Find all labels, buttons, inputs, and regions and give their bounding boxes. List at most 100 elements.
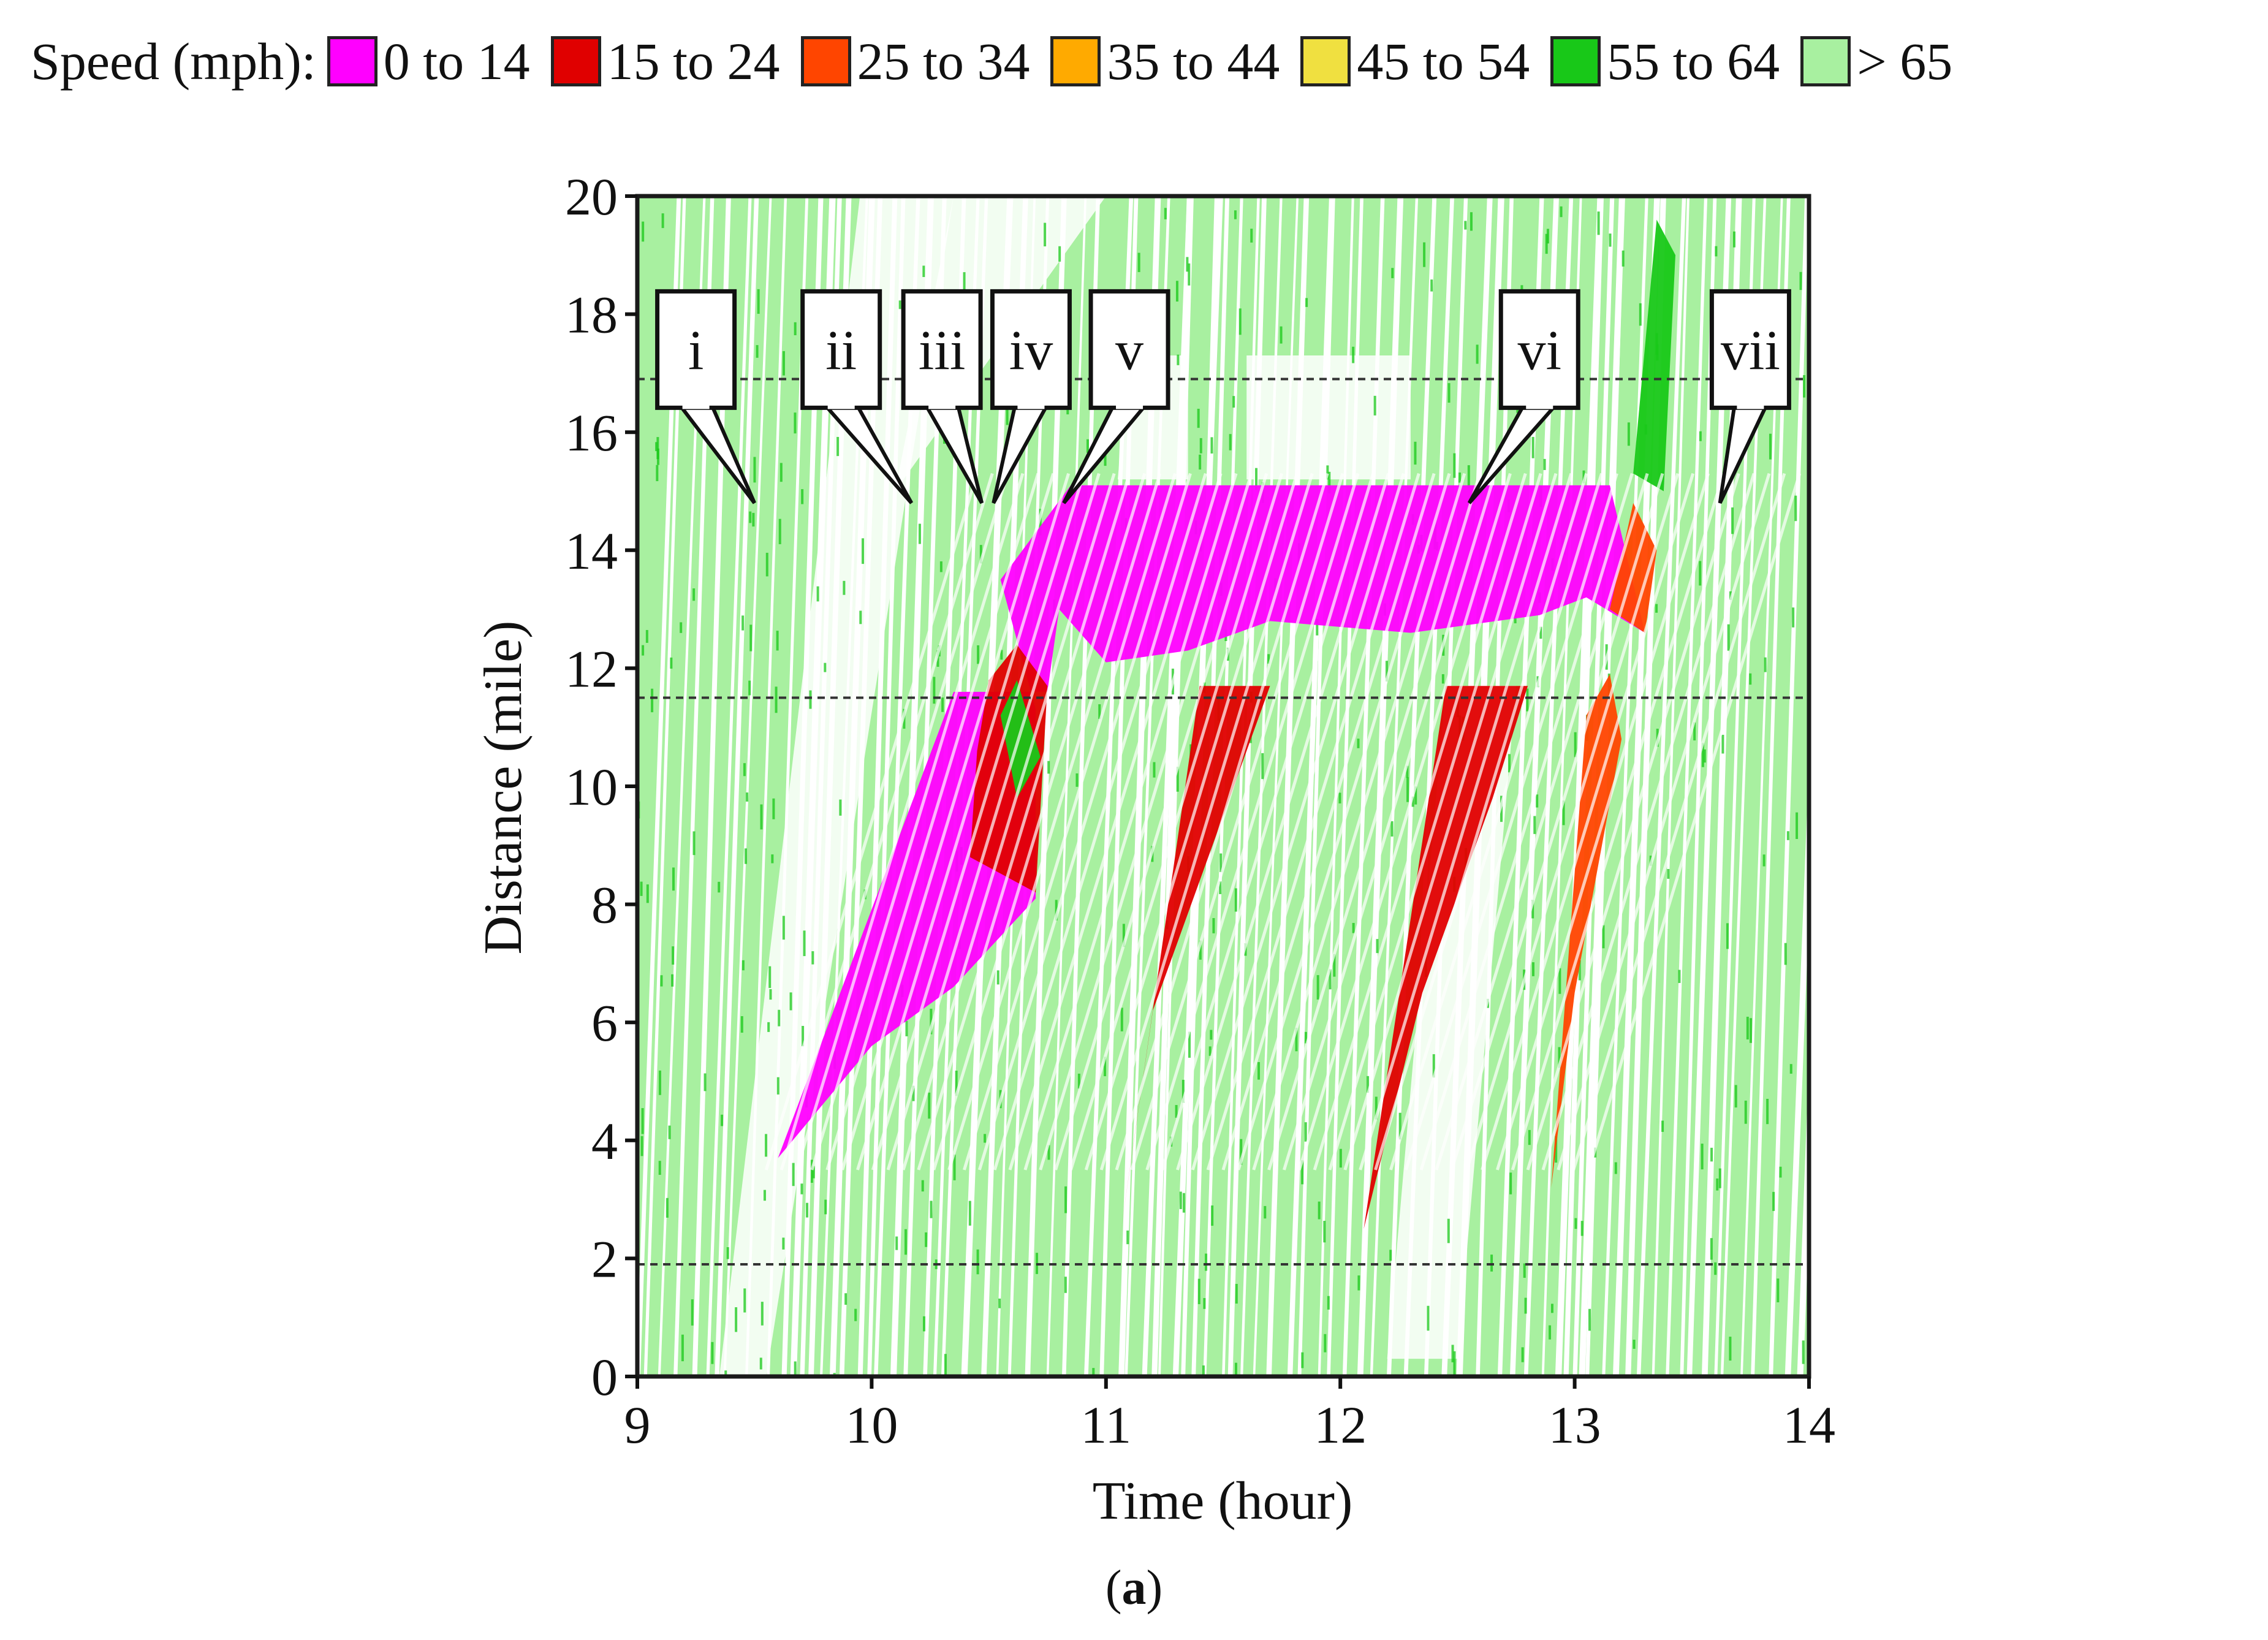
speck (1232, 396, 1235, 408)
hatch-line (1023, 473, 1238, 1171)
speck (661, 213, 664, 229)
speck (1715, 246, 1718, 257)
speck (1789, 1064, 1792, 1074)
trajectory-gap (1652, 196, 1690, 1376)
speck (1208, 1046, 1212, 1056)
speck (1229, 434, 1232, 450)
speck (1055, 900, 1058, 921)
speck (1772, 1191, 1775, 1211)
speck (1521, 1347, 1524, 1362)
speck (996, 970, 999, 985)
hatch-line (1587, 473, 1802, 1171)
hatch-line (841, 473, 1055, 1171)
speck (1639, 303, 1642, 326)
speck (1597, 211, 1600, 235)
speck (1316, 618, 1319, 636)
speck (1098, 704, 1101, 719)
speck (1550, 1304, 1553, 1313)
speck (753, 457, 756, 483)
speck (792, 1163, 795, 1186)
speck (1047, 761, 1050, 774)
speck (955, 1071, 958, 1096)
hatch-line (1039, 473, 1253, 1171)
speck (1234, 888, 1237, 912)
speck (963, 272, 966, 298)
speck (1414, 786, 1417, 805)
speck (1250, 229, 1253, 243)
speck (970, 1376, 973, 1394)
trajectory-gap (673, 196, 715, 1376)
speck (1175, 1105, 1178, 1118)
callout-ii: ii (800, 289, 914, 504)
speck (743, 1288, 746, 1313)
speck (1188, 1031, 1191, 1058)
y-tick-label-6: 6 (591, 993, 618, 1052)
speck (968, 1201, 971, 1226)
speck (1333, 954, 1336, 977)
speck (1531, 962, 1534, 976)
hatch-line (1008, 473, 1223, 1171)
hatch-line (1069, 473, 1283, 1171)
speck (1655, 604, 1658, 613)
speck (1578, 960, 1581, 981)
speck (1533, 816, 1536, 834)
speck (1447, 383, 1451, 403)
speck (767, 1022, 770, 1032)
speck (1729, 1337, 1732, 1361)
speck (1203, 1298, 1206, 1309)
speck (1731, 507, 1734, 534)
trajectory-gap (1740, 196, 1783, 1376)
callout-label-v: v (1115, 319, 1143, 381)
speck (922, 1316, 925, 1332)
speck (930, 1201, 933, 1218)
speck (655, 442, 658, 452)
speck (1367, 1076, 1370, 1093)
trajectory-gap (1720, 196, 1767, 1376)
speck (789, 992, 792, 1011)
trajectory-gap (1797, 1056, 1809, 1376)
speck (1064, 1277, 1067, 1293)
hatch-line (1481, 473, 1695, 1171)
hatch-line (917, 473, 1131, 1171)
hatch-line (1557, 473, 1771, 1171)
speck (1430, 279, 1433, 292)
speck (1304, 1122, 1307, 1142)
speck (640, 1136, 643, 1156)
speck (1414, 441, 1417, 465)
callout-label-ii: ii (825, 319, 857, 381)
speck (1539, 626, 1542, 639)
y-tick-label-10: 10 (565, 757, 618, 816)
speck (1794, 495, 1797, 522)
speck (642, 221, 645, 242)
hatch-line (1161, 473, 1375, 1171)
speck (1323, 1221, 1326, 1243)
legend-swatch-over-65 (1800, 36, 1851, 86)
speck (1726, 923, 1729, 949)
speck (1177, 354, 1180, 365)
speck (1451, 1345, 1454, 1362)
callout-label-iii: iii (919, 319, 966, 381)
speck (1295, 1028, 1298, 1052)
speck (802, 1025, 805, 1047)
legend-item-45-54: 45 to 54 (1300, 31, 1530, 92)
speck (1391, 268, 1394, 278)
speck (776, 1077, 779, 1095)
speck (1693, 722, 1696, 741)
trajectory-gap (706, 196, 752, 1376)
speck (757, 289, 760, 314)
speck (651, 688, 654, 713)
speck (1558, 968, 1561, 994)
speck (1092, 1368, 1095, 1376)
caption-label: a (1121, 1561, 1147, 1615)
y-tick-label-14: 14 (565, 522, 618, 580)
speck (768, 966, 772, 989)
hatch-line (795, 473, 1009, 1171)
speck (1064, 1186, 1068, 1213)
speck (1352, 922, 1355, 933)
speck (1432, 1054, 1435, 1078)
trajectory-gap (1818, 196, 1864, 1376)
hatch-line (1099, 473, 1314, 1171)
speck (1526, 688, 1529, 712)
speck (1186, 257, 1189, 272)
